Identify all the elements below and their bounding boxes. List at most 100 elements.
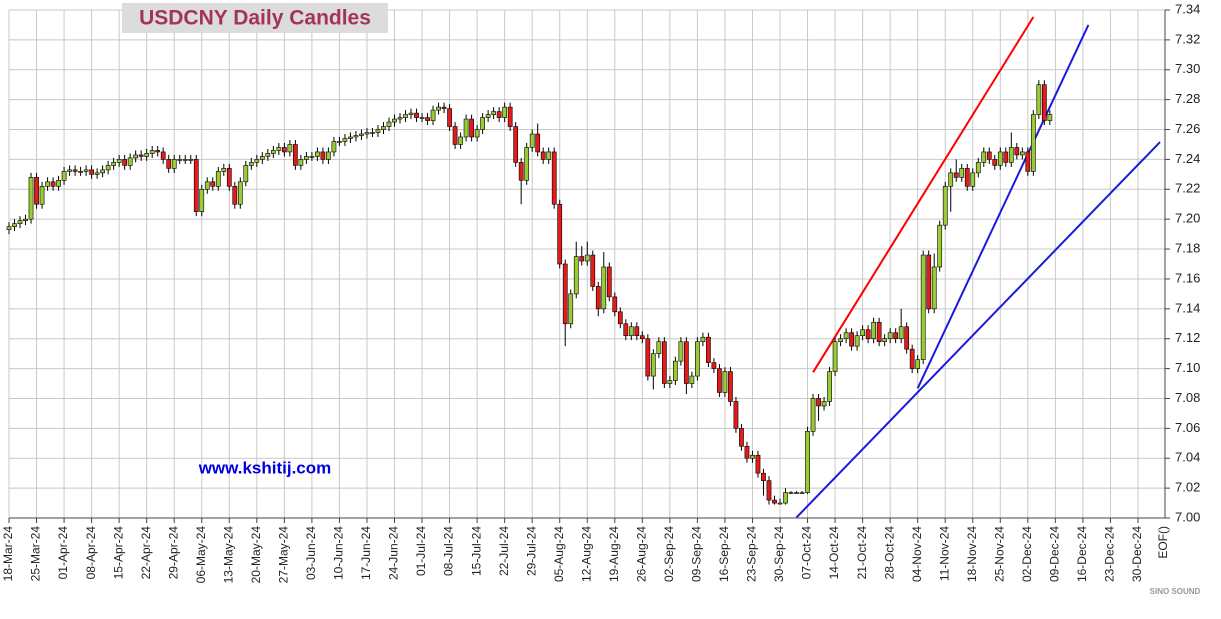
x-tick-label: 28-Oct-24 — [882, 526, 896, 580]
candle-body — [507, 106, 513, 127]
x-tick-label: 20-May-24 — [249, 526, 263, 584]
candle-body — [293, 144, 298, 166]
candle-body — [838, 338, 843, 342]
x-tick-label: 24-Jun-24 — [387, 526, 401, 580]
candle-body — [617, 311, 623, 325]
candle-body — [821, 401, 827, 407]
candle-body — [1003, 151, 1009, 163]
candle-body — [937, 224, 943, 268]
candle-body — [430, 109, 436, 121]
y-tick-label: 7.02 — [1175, 480, 1200, 495]
candle-body — [78, 171, 83, 173]
x-tick-label: 09-Dec-24 — [1048, 526, 1062, 582]
annotation: www.kshitij.com — [198, 458, 332, 477]
candle-body — [739, 428, 744, 447]
candle-body — [386, 121, 392, 127]
x-tick-label: 15-Jul-24 — [469, 526, 483, 576]
trendline — [795, 141, 1161, 519]
candle-body — [915, 359, 921, 369]
candle-body — [28, 177, 34, 220]
candle-body — [684, 341, 689, 384]
candle-body — [518, 162, 524, 181]
candle-body — [1014, 147, 1020, 156]
candle-body — [485, 114, 491, 118]
candle-body — [849, 332, 854, 347]
candle-body — [474, 129, 480, 138]
candle-body — [160, 151, 166, 160]
x-tick-label: 18-Mar-24 — [1, 526, 15, 582]
candle-body — [155, 150, 161, 153]
candle-body — [61, 171, 67, 181]
candle-body — [315, 151, 320, 157]
candle-body — [1047, 114, 1053, 121]
candle-body — [788, 492, 794, 494]
candle-body — [678, 341, 684, 362]
candle-body — [182, 159, 188, 161]
candle-body — [904, 326, 910, 350]
trendline — [916, 24, 1090, 389]
candle-body — [436, 106, 441, 111]
y-tick-label: 7.26 — [1175, 121, 1200, 136]
x-tick-label: 10-Jun-24 — [332, 526, 346, 580]
candle-body — [149, 150, 155, 154]
candle-body — [276, 147, 282, 151]
candle-body — [926, 254, 932, 310]
candle-body — [882, 338, 888, 342]
candle-body — [843, 332, 849, 340]
candle-body — [794, 492, 799, 494]
candle-body — [452, 126, 458, 145]
candle-body — [931, 266, 937, 310]
candle-body — [860, 329, 865, 337]
y-tick-label: 7.22 — [1175, 181, 1200, 196]
candle-body — [105, 165, 111, 171]
x-tick-label: 14-Oct-24 — [827, 526, 841, 580]
candle-body — [755, 454, 761, 474]
candle-body — [45, 181, 50, 187]
candle-body — [215, 171, 221, 187]
candle-body — [12, 223, 17, 227]
candle-body — [480, 117, 485, 130]
candle-body — [772, 499, 777, 504]
candle-body — [992, 159, 998, 166]
x-tick-label: 18-Nov-24 — [965, 526, 979, 582]
candle-body — [816, 398, 821, 407]
candle-body — [265, 153, 271, 157]
candle-body — [562, 263, 568, 325]
candle-body — [441, 106, 447, 109]
candle-body — [832, 341, 838, 372]
candle-body — [1036, 84, 1042, 115]
candle-body — [612, 296, 618, 313]
candle-body — [986, 151, 992, 160]
x-tick-label: 21-Oct-24 — [855, 526, 869, 580]
candle-body — [463, 118, 469, 138]
candle-body — [744, 445, 750, 459]
candle-body — [997, 151, 1003, 166]
candle-body — [777, 502, 783, 505]
candle-body — [722, 371, 728, 393]
candle-body — [540, 151, 546, 160]
candle-body — [392, 118, 397, 123]
candle-body — [628, 326, 634, 337]
candle-body — [799, 492, 805, 494]
candle-body — [920, 254, 926, 360]
x-tick-label: 29-Jul-24 — [524, 526, 538, 576]
candle-body — [953, 172, 959, 178]
x-tick-label: 16-Sep-24 — [717, 526, 731, 582]
candle-body — [865, 329, 871, 340]
candle-body — [496, 111, 502, 118]
candle-body — [871, 321, 876, 340]
candle-body — [353, 135, 359, 138]
candle-body — [942, 186, 948, 226]
candles — [6, 80, 1053, 505]
x-tick-label: 07-Oct-24 — [800, 526, 814, 580]
candle-body — [524, 147, 530, 181]
candle-body — [805, 431, 810, 493]
candle-body — [689, 375, 695, 384]
x-tick-label: 08-Apr-24 — [84, 526, 98, 580]
y-tick-label: 7.34 — [1175, 1, 1200, 16]
y-tick-label: 7.30 — [1175, 61, 1200, 76]
candle-body — [166, 159, 172, 169]
candle-body — [656, 341, 662, 354]
candle-body — [6, 226, 12, 230]
